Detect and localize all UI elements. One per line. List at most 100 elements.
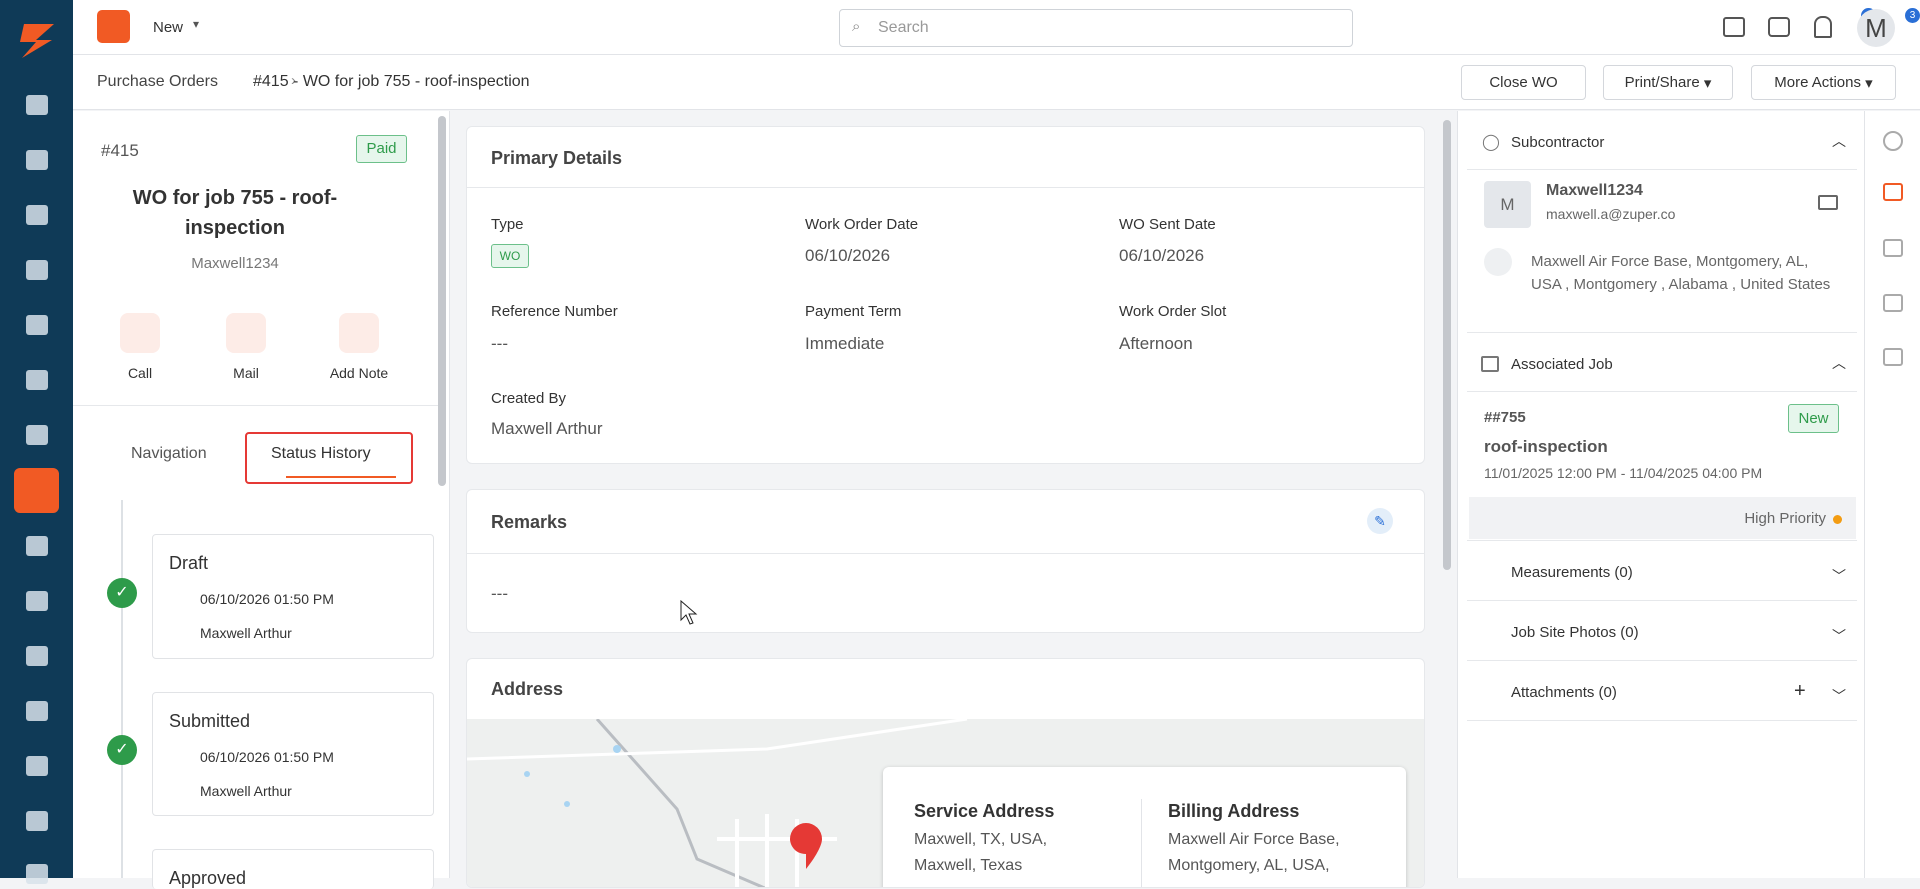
collapse[interactable]: ︿ (1832, 355, 1846, 371)
section-title[interactable]: Job Site Photos (0) (1511, 624, 1639, 641)
rail-icon[interactable] (1883, 239, 1903, 257)
address-line: Montgomery, AL, USA, (1168, 857, 1330, 874)
history-card: Approved (152, 849, 434, 889)
expand[interactable]: ﹀ (1832, 628, 1846, 644)
history-time: 06/10/2026 01:50 PM (200, 749, 334, 765)
field-label: Payment Term (805, 303, 902, 320)
nav-icon[interactable] (26, 260, 48, 280)
priority-band: High Priority (1469, 497, 1856, 539)
address-title: Billing Address (1168, 801, 1300, 821)
nav-icon[interactable] (26, 756, 48, 776)
section-title[interactable]: Measurements (0) (1511, 564, 1633, 581)
chat[interactable] (1768, 17, 1790, 37)
field-label: Created By (491, 390, 567, 407)
topbar: New ▾ ⌕ Search 1 3 M (73, 0, 1920, 55)
nav-icon[interactable] (26, 315, 48, 335)
print-button[interactable]: Print/Share ▾ (1603, 65, 1733, 100)
check-icon: ✓ (107, 735, 137, 765)
vendor: Maxwell1234 (191, 255, 279, 272)
more-actions-button[interactable]: More Actions ▾ (1751, 65, 1896, 100)
sidebar (0, 0, 73, 884)
history-status: Draft (169, 553, 209, 573)
note-button[interactable] (339, 313, 379, 353)
nav-icon[interactable] (26, 425, 48, 445)
history-card: Submitted 06/10/2026 01:50 PM Maxwell Ar… (152, 692, 434, 816)
divider (1467, 720, 1857, 721)
rail-icon[interactable] (1883, 294, 1903, 312)
breadcrumb-link[interactable]: Purchase Orders (97, 73, 218, 90)
call-button[interactable] (120, 313, 160, 353)
divider (1467, 169, 1857, 170)
nav-icon[interactable] (26, 150, 48, 170)
avatar[interactable]: M (1857, 9, 1895, 47)
action-label: Mail (233, 365, 259, 381)
tab-active[interactable] (245, 432, 413, 484)
field-label: Work Order Date (805, 216, 919, 233)
nav-icon[interactable] (26, 864, 48, 884)
field-value: 06/10/2026 (805, 246, 891, 265)
nav-icon[interactable] (26, 811, 48, 831)
job-number: ##755 (1484, 409, 1526, 426)
nav-icon[interactable] (26, 646, 48, 666)
location-icon (1484, 248, 1512, 276)
job-status: New (1788, 404, 1839, 433)
nav-icon[interactable] (26, 536, 48, 556)
divider (1467, 660, 1857, 661)
section-title: Associated Job (1511, 356, 1613, 373)
new-menu[interactable]: New (153, 19, 184, 36)
rail-icon[interactable] (1883, 348, 1903, 366)
breadcrumb-sep: › (291, 72, 296, 89)
nav-icon[interactable] (26, 370, 48, 390)
nav-icon[interactable] (26, 205, 48, 225)
sub-address: Maxwell Air Force Base, Montgomery, AL, … (1531, 253, 1831, 293)
job-dates: 11/01/2025 12:00 PM - 11/04/2025 04:00 P… (1484, 465, 1763, 481)
job-name[interactable]: roof-inspection (1484, 437, 1608, 456)
caret: ▾ (193, 17, 200, 31)
mail-button[interactable] (226, 313, 266, 353)
address-line: Maxwell, Texas (914, 857, 1023, 874)
nav-icon[interactable] (26, 95, 48, 115)
button-label: More Actions (1774, 74, 1861, 91)
sub-email: maxwell.a@zuper.co (1546, 206, 1676, 222)
field-value: Afternoon (1119, 334, 1193, 353)
search-box[interactable]: ⌕ Search (839, 9, 1353, 47)
expand[interactable]: ﹀ (1832, 568, 1846, 584)
section-title[interactable]: Attachments (0) (1511, 684, 1617, 701)
cursor (680, 600, 698, 625)
expand[interactable]: ﹀ (1832, 688, 1846, 704)
add-button[interactable]: + (1794, 680, 1806, 702)
scrollbar (1443, 120, 1451, 570)
nav-active[interactable] (14, 468, 59, 513)
status-badge: Paid (356, 135, 407, 163)
rail-icon-active[interactable] (1883, 183, 1903, 201)
app-logo[interactable] (97, 10, 130, 43)
history-time: 06/10/2026 01:50 PM (200, 591, 334, 607)
nav-icon[interactable] (26, 591, 48, 611)
mail-icon[interactable] (1818, 195, 1838, 210)
bell-badge: 3 (1905, 8, 1920, 23)
tab[interactable]: Navigation (131, 445, 207, 462)
tab-underline (286, 476, 396, 478)
card-title: Primary Details (491, 148, 623, 168)
job-icon (1481, 356, 1499, 372)
collapse[interactable]: ︿ (1832, 133, 1846, 149)
button-label: Print/Share (1624, 74, 1700, 91)
priority: High Priority (1744, 510, 1826, 527)
close-wo-button[interactable]: Close WO (1461, 65, 1586, 100)
right-rail (1864, 111, 1920, 878)
bell[interactable] (1814, 16, 1832, 38)
announce[interactable] (1723, 17, 1745, 37)
check-icon: ✓ (107, 578, 137, 608)
history-status: Submitted (169, 711, 251, 731)
po-number: #415 (101, 141, 139, 160)
address-popup: Service Address Maxwell, TX, USA, Maxwel… (883, 767, 1406, 887)
nav-icon[interactable] (26, 701, 48, 721)
divider (1467, 540, 1857, 541)
edit-button[interactable]: ✎ (1367, 508, 1393, 534)
rail-icon[interactable] (1883, 131, 1903, 151)
divider (1467, 391, 1857, 392)
search-placeholder: Search (878, 19, 929, 36)
field-label: Type (491, 216, 524, 233)
